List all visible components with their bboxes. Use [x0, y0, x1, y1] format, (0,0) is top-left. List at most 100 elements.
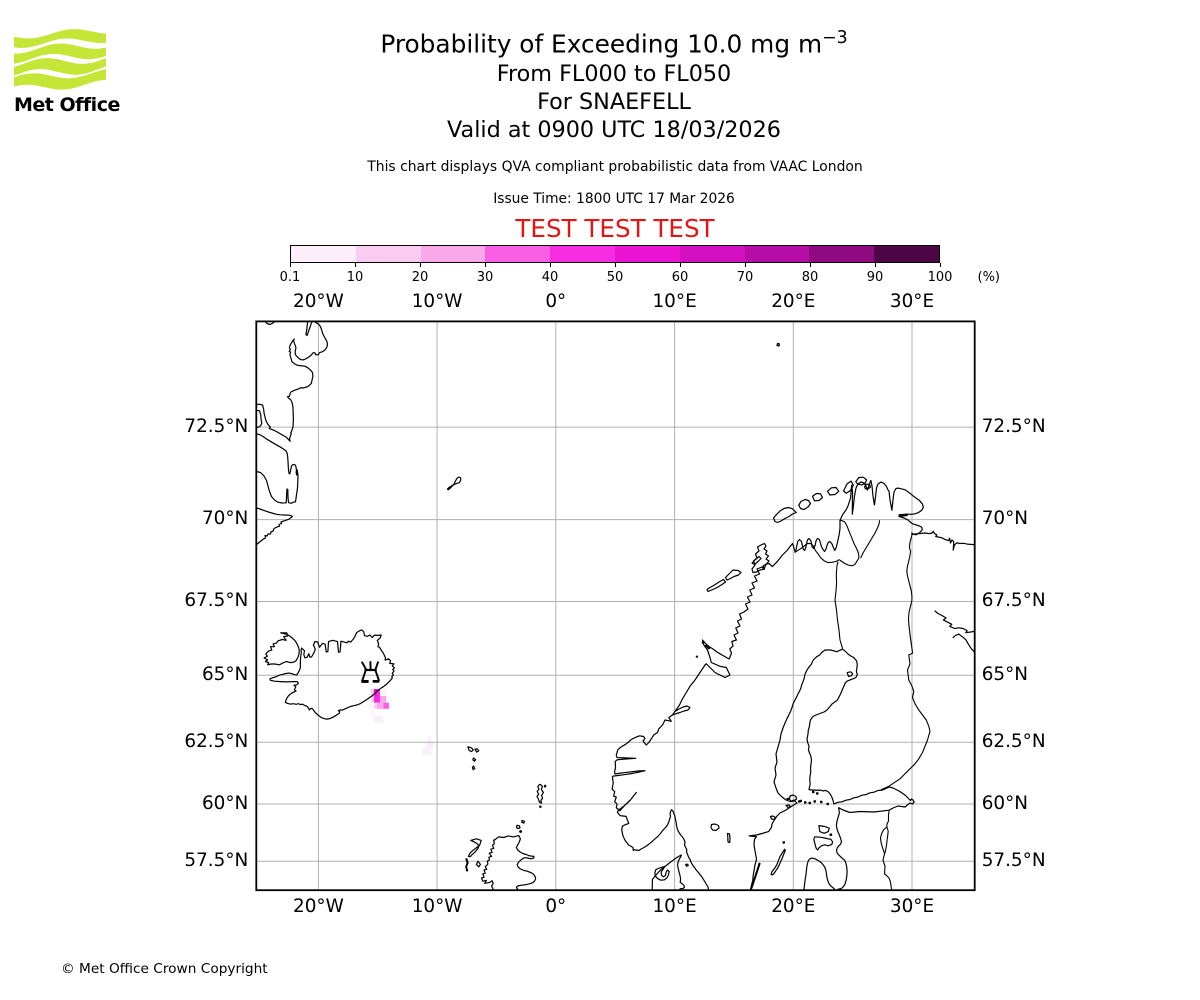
colorbar-tick-label: 40	[541, 270, 559, 285]
coastline-orkney-3	[519, 830, 523, 833]
lon-label-bottom: 20°W	[293, 896, 344, 918]
coastline-shetland-2	[543, 784, 547, 788]
met-office-logo-text: Met Office	[14, 94, 120, 116]
subtitle-valid-time: Valid at 0900 UTC 18/03/2026	[447, 116, 781, 143]
colorbar-segment-80-90	[809, 246, 875, 262]
volcano-foot-left	[361, 680, 369, 683]
qva-note: This chart displays QVA compliant probab…	[367, 158, 863, 175]
colorbar-tick	[875, 263, 876, 267]
coastline-limfjord	[654, 865, 670, 881]
border-tana	[860, 520, 881, 559]
coastline-gotland	[770, 848, 786, 876]
logo-wave-1	[14, 29, 106, 48]
coastline-muhu	[829, 833, 833, 837]
ash-cell-bin1	[371, 709, 374, 716]
coastline-greenland-topbit	[264, 320, 276, 326]
colorbar-tick-label: 50	[606, 270, 624, 285]
coastline-aland	[788, 794, 798, 803]
coastline-greenland-south	[255, 507, 293, 546]
test-banner: TEST TEST TEST	[515, 213, 715, 243]
coastline-greenland-fjord2	[255, 409, 263, 429]
coastline-kola-islands	[842, 480, 854, 494]
ash-cell-bin2	[373, 703, 377, 709]
coastline-helgeland-2	[704, 644, 709, 648]
colorbar-segment-10-20	[355, 246, 421, 262]
lon-label-top: 0°	[545, 291, 567, 313]
border-peipus-east	[883, 826, 889, 855]
coastline-scotland-west	[480, 835, 520, 891]
coastline-faroe-1	[467, 746, 474, 753]
colorbar-tick	[290, 263, 291, 267]
volcano-foot-right	[372, 680, 380, 683]
ash-cell-bin2	[371, 695, 374, 703]
coastline-greenland-mid	[255, 433, 299, 504]
coastline-vega	[707, 646, 711, 650]
ash-cell-bin4	[383, 702, 389, 709]
coastline-lofoten2	[706, 578, 727, 593]
lat-label-right: 70°N	[981, 508, 1029, 530]
ash-cell-bin1	[428, 736, 431, 743]
lat-label-right: 57.5°N	[981, 849, 1046, 871]
lon-label-top: 20°W	[293, 291, 344, 313]
coastline-hailuoto	[846, 671, 854, 677]
coastline-helgeland-1	[701, 640, 705, 644]
map-frame	[255, 320, 976, 892]
colorbar-tick-label: 100	[927, 270, 953, 285]
coastline-courland	[803, 857, 837, 891]
colorbar-unit: (%)	[977, 270, 1001, 285]
colorbar-tick	[745, 263, 746, 267]
lon-label-top: 30°E	[889, 291, 935, 313]
lon-label-bottom: 10°W	[411, 896, 463, 918]
coastline-orkney-1	[515, 824, 521, 830]
coastline-scandinavia-main	[611, 479, 976, 891]
lat-label-right: 65°N	[981, 663, 1029, 685]
coastline-islands-nord	[826, 486, 840, 496]
colorbar-tick	[550, 263, 551, 267]
issue-time: Issue Time: 1800 UTC 17 Mar 2026	[493, 191, 735, 207]
lat-label-right: 60°N	[981, 792, 1029, 814]
volcano-marker	[360, 661, 381, 683]
border-russia-estonia	[879, 810, 893, 891]
lat-label-left: 62.5°N	[184, 730, 249, 752]
coastline-senja	[772, 506, 797, 524]
border-finnish-arm	[794, 519, 860, 567]
lat-label-left: 57.5°N	[184, 849, 249, 871]
colorbar-segment-40-50	[550, 246, 615, 262]
coastline-faroe-4	[471, 765, 476, 771]
lon-label-bottom: 30°E	[889, 896, 935, 918]
coastline-aland-2	[786, 797, 790, 801]
coastline-oland	[749, 862, 761, 890]
coastline-seiland	[863, 483, 872, 490]
ash-cell-bin1	[383, 689, 387, 696]
coastline-lofoten	[724, 569, 742, 581]
coastline-iceland	[269, 629, 395, 720]
lat-label-right: 62.5°N	[981, 730, 1046, 752]
logo-wave-4	[14, 69, 106, 90]
coastline-sweden-isle	[769, 815, 777, 821]
border-russia-finland	[880, 533, 931, 791]
coastline-gotska	[782, 841, 786, 844]
coastline-kvaloya	[798, 498, 812, 511]
volcano-marker-stroke	[374, 661, 380, 671]
coastline-saaremaa	[813, 836, 834, 851]
coastline-hinnoya	[751, 542, 770, 574]
lon-label-top: 10°E	[652, 291, 697, 313]
coastline-ringvassoya	[811, 492, 824, 502]
lat-label-left: 72.5°N	[184, 415, 249, 437]
coastline-greenland-main	[255, 320, 329, 442]
copyright: © Met Office Crown Copyright	[61, 960, 268, 977]
colorbar-segment-70-80	[744, 246, 810, 262]
colorbar-tick-label: 0.1	[279, 270, 301, 285]
coastline-stockholm-arch6	[826, 802, 830, 806]
coastline-jan-mayen	[447, 476, 462, 491]
ash-cell-bin1	[422, 748, 431, 755]
coastline-hiiumaa	[818, 825, 830, 834]
coastline-bothnia-east	[806, 648, 915, 811]
lat-label-left: 70°N	[201, 508, 249, 530]
colorbar-tick-label: 70	[736, 270, 754, 285]
colorbar-segment-50-60	[614, 246, 680, 262]
coastline-orkney-2	[521, 819, 525, 824]
page-title: Probability of Exceeding 10.0 mg m−3	[380, 28, 847, 58]
lon-label-bottom: 20°E	[771, 896, 816, 918]
